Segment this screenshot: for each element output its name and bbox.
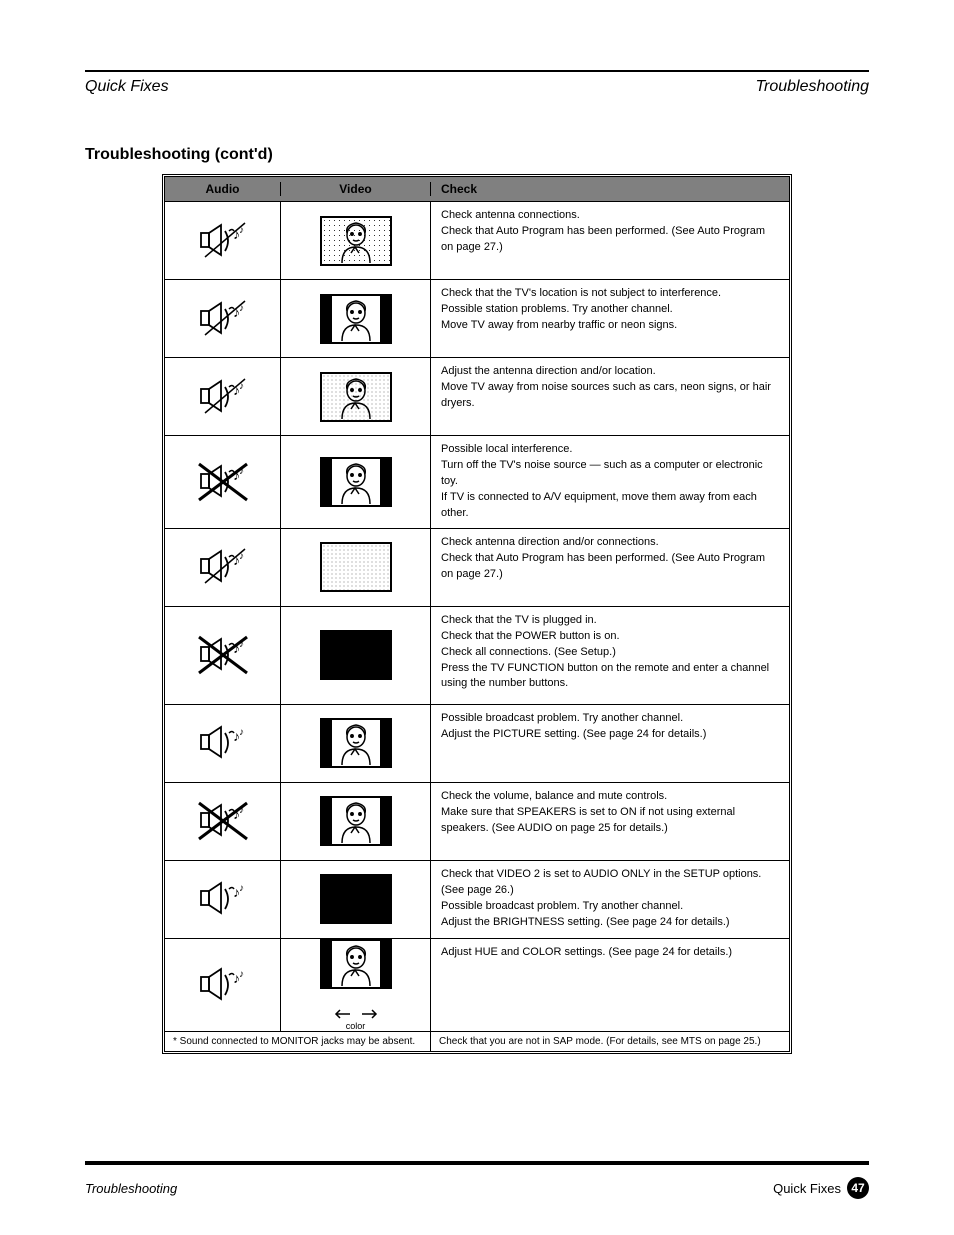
footer-right: Quick Fixes bbox=[773, 1181, 841, 1196]
check-cell: Check that the TV's location is not subj… bbox=[430, 280, 789, 357]
check-cell: Adjust the antenna direction and/or loca… bbox=[430, 358, 789, 435]
page-title: Troubleshooting (cont'd) bbox=[85, 146, 869, 164]
check-cell: Check antenna connections.Check that Aut… bbox=[430, 202, 789, 279]
col-check: Check bbox=[430, 182, 789, 196]
check-cell: Check the volume, balance and mute contr… bbox=[430, 783, 789, 860]
video-cell bbox=[280, 202, 430, 279]
header-right: Troubleshooting bbox=[755, 78, 869, 96]
troubleshooting-table: Audio Video Check ♪♪Check antenna connec… bbox=[162, 174, 792, 1054]
table-row: ♪♪ Check that the TV's location is not su… bbox=[165, 279, 789, 357]
table-row: ♪♪ color Adjust HUE and COLOR settings. (S… bbox=[165, 938, 789, 1031]
audio-cell: ♪♪ bbox=[165, 280, 280, 357]
color-shift-arrows: color bbox=[334, 1007, 378, 1031]
check-cell: Possible broadcast problem. Try another … bbox=[430, 705, 789, 782]
page-footer: Troubleshooting Quick Fixes 47 bbox=[85, 1177, 869, 1199]
screen-icon bbox=[320, 542, 392, 592]
check-cell: Adjust HUE and COLOR settings. (See page… bbox=[430, 939, 789, 1031]
video-cell bbox=[280, 607, 430, 704]
table-row: ♪♪ Check that VIDEO 2 is set to AUDIO ONL… bbox=[165, 860, 789, 938]
audio-cell: ♪♪ bbox=[165, 529, 280, 606]
video-cell bbox=[280, 705, 430, 782]
check-cell: Possible local interference.Turn off the… bbox=[430, 436, 789, 528]
page-number: 47 bbox=[847, 1177, 869, 1199]
footer-left: Troubleshooting bbox=[85, 1181, 177, 1196]
svg-text:♪: ♪ bbox=[239, 969, 244, 980]
table-note-row: * Sound connected to MONITOR jacks may b… bbox=[165, 1031, 789, 1051]
audio-cell: ♪♪ bbox=[165, 436, 280, 528]
screen-icon bbox=[320, 216, 392, 266]
col-video: Video bbox=[280, 182, 430, 196]
video-cell bbox=[280, 436, 430, 528]
audio-cell: ♪♪ bbox=[165, 705, 280, 782]
check-cell: Check that VIDEO 2 is set to AUDIO ONLY … bbox=[430, 861, 789, 938]
screen-icon bbox=[320, 630, 392, 680]
video-cell bbox=[280, 529, 430, 606]
svg-text:♪: ♪ bbox=[239, 727, 244, 738]
screen-icon bbox=[320, 457, 392, 507]
audio-cell: ♪♪ bbox=[165, 783, 280, 860]
table-row: ♪♪ Check that the TV is plugged in.Check … bbox=[165, 606, 789, 704]
col-audio: Audio bbox=[165, 182, 280, 196]
table-row: ♪♪ Check the volume, balance and mute con… bbox=[165, 782, 789, 860]
video-cell bbox=[280, 783, 430, 860]
video-cell bbox=[280, 861, 430, 938]
audio-cell: ♪♪ bbox=[165, 939, 280, 1031]
svg-text:♪: ♪ bbox=[239, 883, 244, 894]
page-header: Quick Fixes Troubleshooting bbox=[85, 78, 869, 96]
table-row: ♪♪ Check antenna connections.Check that A… bbox=[165, 201, 789, 279]
page-badge: Quick Fixes 47 bbox=[773, 1177, 869, 1199]
audio-cell: ♪♪ bbox=[165, 202, 280, 279]
audio-cell: ♪♪ bbox=[165, 861, 280, 938]
screen-icon bbox=[320, 874, 392, 924]
table-row: ♪♪ Adjust the antenna direction and/or lo… bbox=[165, 357, 789, 435]
table-note-right: Check that you are not in SAP mode. (For… bbox=[430, 1032, 789, 1051]
check-cell: Check that the TV is plugged in.Check th… bbox=[430, 607, 789, 704]
screen-icon bbox=[320, 372, 392, 422]
table-row: ♪♪ Possible broadcast problem. Try anothe… bbox=[165, 704, 789, 782]
video-cell bbox=[280, 280, 430, 357]
audio-cell: ♪♪ bbox=[165, 607, 280, 704]
screen-icon bbox=[320, 796, 392, 846]
header-left: Quick Fixes bbox=[85, 78, 169, 96]
audio-cell: ♪♪ bbox=[165, 358, 280, 435]
video-cell bbox=[280, 358, 430, 435]
screen-icon bbox=[320, 939, 392, 989]
table-note-left: * Sound connected to MONITOR jacks may b… bbox=[165, 1032, 430, 1051]
screen-icon bbox=[320, 294, 392, 344]
table-row: ♪♪ Possible local interference.Turn off t… bbox=[165, 435, 789, 528]
screen-icon bbox=[320, 718, 392, 768]
table-header-row: Audio Video Check bbox=[165, 177, 789, 201]
video-cell: color bbox=[280, 939, 430, 1031]
table-row: ♪♪ Check antenna direction and/or connect… bbox=[165, 528, 789, 606]
check-cell: Check antenna direction and/or connectio… bbox=[430, 529, 789, 606]
